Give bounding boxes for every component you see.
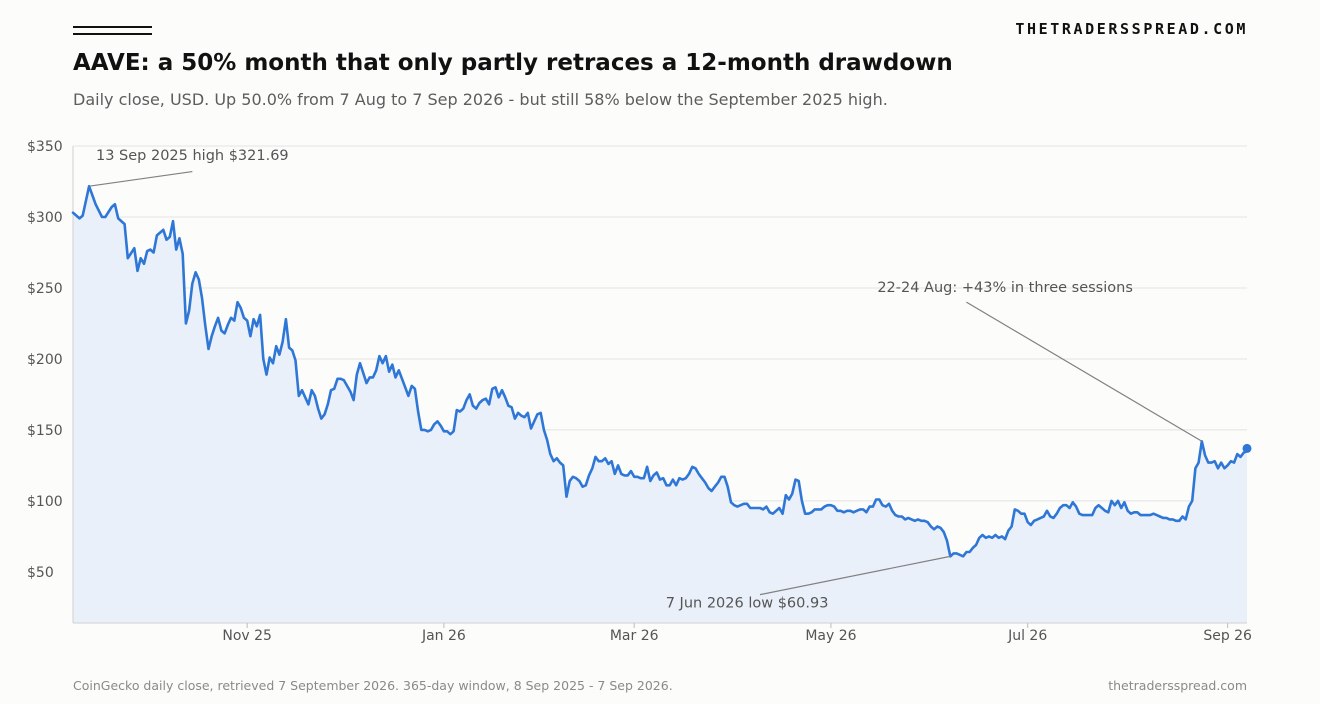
x-tick-label: Nov 25: [222, 628, 272, 644]
price-line: [71, 184, 1249, 558]
x-tick-label: Jul 26: [1007, 628, 1047, 644]
annotation-leader: [966, 301, 1203, 442]
footer-site: thetradersspread.com: [1108, 678, 1247, 693]
chart-subtitle: Daily close, USD. Up 50.0% from 7 Aug to…: [73, 90, 888, 109]
y-tick-label: $250: [27, 281, 63, 297]
y-tick-label: $200: [27, 352, 63, 368]
annotation-label: 13 Sep 2025 high $321.69: [96, 148, 289, 164]
header-rule-bottom: [73, 33, 152, 35]
y-tick-label: $300: [27, 210, 63, 226]
header-rule-top: [73, 26, 152, 28]
y-tick-label: $150: [27, 423, 63, 439]
x-tick-label: Mar 26: [610, 628, 659, 644]
x-tick-label: Jan 26: [421, 628, 466, 644]
annotation-label: 7 Jun 2026 low $60.93: [666, 595, 829, 611]
annotation-leader: [89, 170, 193, 187]
brand-wordmark: THETRADERSSPREAD.COM: [1015, 20, 1248, 38]
annotation-leader: [759, 555, 951, 596]
price-area: [73, 186, 1247, 623]
last-close-marker: [1242, 443, 1252, 453]
x-tick-label: May 26: [805, 628, 856, 644]
y-tick-label: $100: [27, 494, 63, 510]
y-tick-label: $350: [27, 139, 63, 155]
chart-title: AAVE: a 50% month that only partly retra…: [73, 50, 953, 76]
annotation-label: 22-24 Aug: +43% in three sessions: [877, 280, 1133, 296]
x-tick-label: Sep 26: [1203, 628, 1252, 644]
y-tick-label: $50: [27, 565, 54, 581]
source-note: CoinGecko daily close, retrieved 7 Septe…: [73, 678, 673, 693]
